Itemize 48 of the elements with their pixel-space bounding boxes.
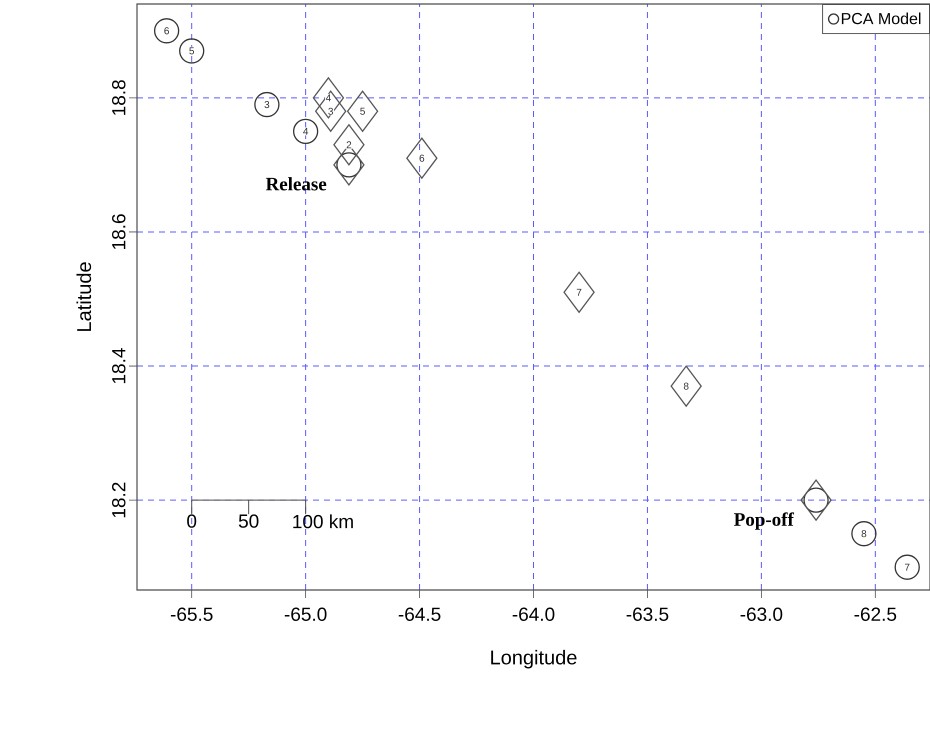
annotation: 3 — [264, 101, 270, 108]
annotation: 5 — [360, 108, 365, 115]
point — [670, 366, 702, 407]
point — [315, 90, 346, 132]
point — [563, 272, 595, 313]
annotation: 50 — [238, 514, 258, 528]
point — [179, 38, 204, 64]
point — [333, 124, 365, 166]
point — [292, 118, 318, 144]
x-tick-label: -65.0 — [284, 608, 327, 621]
point — [800, 479, 832, 521]
annotation: 7 — [576, 288, 582, 296]
x-axis-title: Longitude — [491, 650, 577, 668]
annotation: 8 — [684, 382, 689, 390]
point — [346, 90, 378, 132]
x-tick-label: -64.0 — [512, 608, 554, 621]
legend-label: PCA Model — [842, 12, 920, 24]
x-tick-label: -63.5 — [626, 608, 668, 621]
y-tick-label: 18.6 — [112, 214, 126, 249]
annotation: 6 — [164, 27, 169, 34]
x-tick-label: -62.5 — [854, 608, 896, 621]
annotation: Release — [266, 177, 326, 190]
point — [254, 92, 280, 118]
x-tick-label: -63.0 — [740, 608, 782, 621]
annotation: 3 — [328, 108, 334, 115]
annotation: 0 — [187, 514, 196, 528]
point — [406, 138, 438, 179]
y-axis-title: Latitude — [76, 262, 92, 331]
annotation: 5 — [189, 47, 194, 54]
y-tick-label: 18.4 — [112, 348, 126, 384]
annotation: 4 — [326, 94, 331, 102]
annotation: 100 km — [293, 514, 353, 528]
y-tick-label: 18.8 — [112, 80, 126, 115]
x-tick-label: -64.5 — [398, 608, 440, 621]
annotation: 2 — [346, 141, 352, 148]
point — [154, 18, 180, 44]
point — [312, 77, 344, 118]
point — [336, 152, 362, 178]
annotation: Pop-off — [734, 512, 794, 530]
point — [894, 554, 920, 580]
y-tick-label: 18.2 — [112, 482, 126, 518]
point — [851, 521, 877, 546]
annotation: 4 — [303, 128, 308, 135]
annotation: 6 — [420, 154, 424, 162]
x-tick-label: -65.5 — [170, 608, 213, 621]
point — [803, 487, 829, 513]
annotation: 8 — [862, 530, 866, 538]
annotation: 7 — [904, 564, 910, 571]
